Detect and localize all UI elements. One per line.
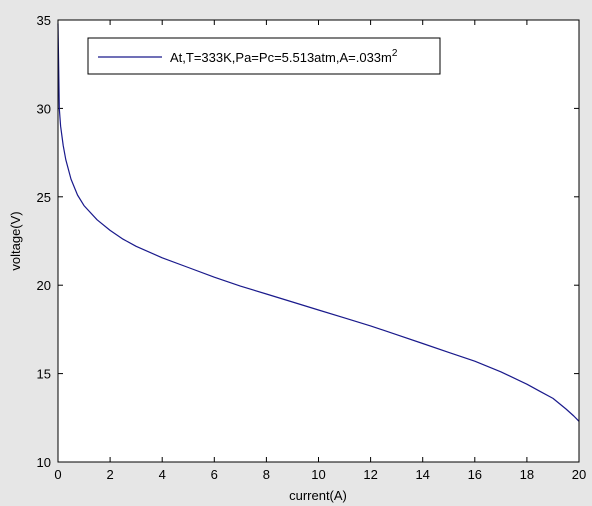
plot-frame [57,19,580,463]
x-tick-label: 10 [311,467,325,482]
y-tick-label: 25 [37,190,51,205]
legend-series-name: At,T=333K,Pa=Pc=5.513atm,A=.033m [170,50,392,65]
legend-box [87,37,441,75]
x-tick-label: 0 [54,467,61,482]
y-tick-label: 30 [37,101,51,116]
x-tick-label: 12 [363,467,377,482]
x-tick-label: 8 [263,467,270,482]
plot-area [58,20,579,462]
legend: At,T=333K,Pa=Pc=5.513atm,A=.033m2 [87,37,441,75]
x-tick-label: 6 [211,467,218,482]
y-axis-label: voltage(V) [8,211,23,270]
x-tick-label: 4 [159,467,166,482]
legend-series-superscript: 2 [392,48,398,59]
series-layer [57,23,580,422]
x-tick-label: 16 [468,467,482,482]
series-line [57,23,580,422]
x-tick-label: 14 [415,467,429,482]
x-tick-label: 20 [572,467,586,482]
x-tick-label: 2 [106,467,113,482]
y-tick-label: 35 [37,13,51,28]
y-tick-label: 20 [37,278,51,293]
y-tick-label: 15 [37,367,51,382]
legend-series-label: At,T=333K,Pa=Pc=5.513atm,A=.033m2 [170,48,398,65]
axis-ticks: 0 2 4 6 8 10 12 14 16 18 20 10 15 20 25 30 35 [37,13,587,482]
x-axis-label: current(A) [289,488,347,503]
x-tick-label: 18 [520,467,534,482]
y-tick-label: 10 [37,455,51,470]
